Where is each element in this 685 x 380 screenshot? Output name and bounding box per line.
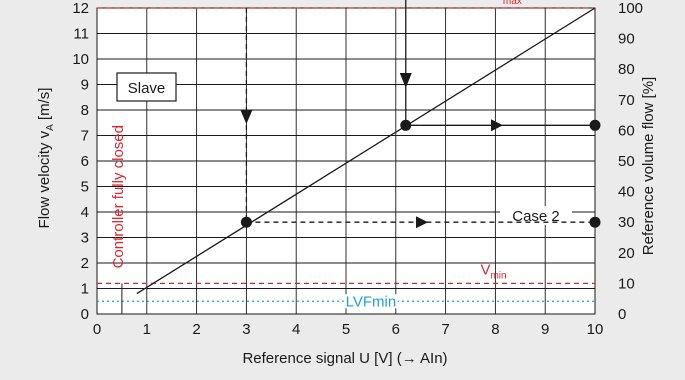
controller-closed-label: Controller fully closed (110, 125, 127, 268)
y-left-axis-label: Flow velocity vA [m/s] (36, 88, 56, 229)
y-right-tick-label: 50 (618, 153, 635, 170)
series (136, 7, 596, 295)
y-right-tick-label: 30 (618, 214, 635, 231)
y-right-tick-labels: 0 10 20 30 40 50 60 70 80 90 100 (618, 0, 643, 323)
y-left-tick-label: 9 (81, 77, 89, 94)
reference-lines (97, 7, 595, 314)
y-left-tick-label: 8 (81, 102, 89, 119)
y-left-tick-label: 10 (72, 51, 89, 68)
case2-result-point (589, 216, 601, 228)
y-left-tick-label: 6 (81, 153, 89, 170)
x-tick-label: 10 (587, 321, 604, 338)
y-right-tick-label: 70 (618, 92, 635, 109)
y-right-tick-label: 80 (618, 61, 635, 78)
case1-point (400, 119, 412, 131)
y-left-tick-label: 12 (72, 0, 89, 17)
characteristic-line (136, 7, 596, 295)
x-tick-labels: 0 1 2 3 4 5 6 7 8 9 10 (93, 321, 604, 338)
y-left-tick-label: 5 (81, 179, 89, 196)
vmin-label: Vmin (480, 261, 506, 281)
y-right-tick-label: 90 (618, 31, 635, 48)
x-tick-label: 6 (392, 321, 400, 338)
x-tick-label: 5 (342, 321, 350, 338)
y-left-tick-label: 3 (81, 230, 89, 247)
y-left-tick-label: 11 (73, 26, 89, 43)
y-left-tick-label: 0 (81, 306, 89, 323)
y-right-tick-label: 0 (618, 306, 626, 323)
slave-box (116, 72, 177, 102)
vmin-label-main: V (480, 261, 490, 278)
y-right-tick-label: 10 (618, 275, 635, 292)
vmax-label-main: V (493, 0, 503, 4)
grid (96, 7, 596, 315)
y-left-tick-label: 4 (81, 204, 89, 221)
vmin-label-sub: min (490, 270, 506, 281)
x-tick-label: 2 (192, 321, 200, 338)
vmax-label: Vmax (493, 0, 522, 7)
lvfmin-label-bg (343, 294, 398, 309)
y-left-label-unit: [m/s] (36, 88, 53, 125)
case2-label: Case 2 (512, 208, 560, 225)
case2-right-arrow (416, 216, 428, 229)
x-tick-label: 3 (242, 321, 250, 338)
case1-result-point (589, 119, 601, 131)
annotations: VmaxVminLVFminController fully closedSla… (110, 0, 601, 310)
x-tick-label: 0 (93, 321, 101, 338)
y-right-tick-label: 40 (618, 184, 635, 201)
x-tick-label: 4 (292, 321, 300, 338)
slave-label: Slave (128, 80, 166, 97)
x-tick-label: 7 (441, 321, 449, 338)
case1-down-arrow (399, 73, 412, 88)
y-left-tick-label: 1 (81, 281, 89, 298)
y-right-tick-label: 20 (618, 245, 635, 262)
lvfmin-label: LVFmin (346, 293, 397, 310)
x-tick-label: 9 (541, 321, 549, 338)
case1-right-arrow (491, 119, 503, 132)
y-left-label-sub: A (45, 124, 56, 131)
y-left-tick-label: 7 (81, 128, 89, 145)
plot-frame (96, 7, 596, 315)
case2-point (240, 216, 252, 228)
x-axis-label: Reference signal U [V] (→ AIn) (242, 350, 447, 367)
vmax-label-sub: max (503, 0, 522, 7)
y-right-tick-label: 60 (618, 122, 635, 139)
case2-down-arrow (240, 110, 253, 124)
y-right-tick-label: 100 (618, 0, 643, 17)
y-left-tick-label: 2 (81, 255, 89, 272)
x-tick-label: 1 (143, 321, 151, 338)
y-left-label-main: Flow velocity v (36, 130, 53, 228)
case2-label-bg (500, 206, 572, 225)
y-right-axis-label: Reference volume flow [%] (640, 77, 657, 255)
x-tick-label: 8 (491, 321, 499, 338)
